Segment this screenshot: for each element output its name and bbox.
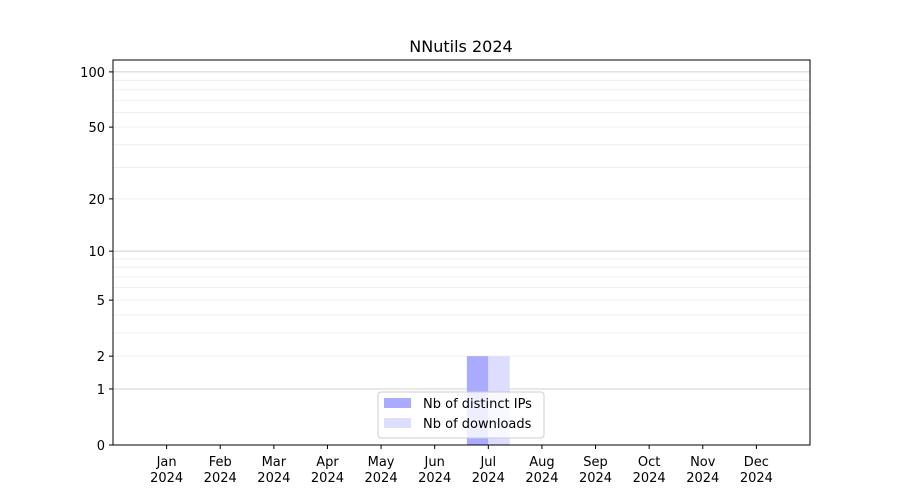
y-tick-label: 100 bbox=[80, 66, 105, 81]
y-tick-label: 20 bbox=[88, 193, 105, 208]
x-tick-label: Oct 2024 bbox=[633, 455, 666, 486]
y-tick-label: 2 bbox=[97, 350, 105, 365]
legend-box bbox=[377, 391, 545, 439]
x-tick-label: Feb 2024 bbox=[204, 455, 237, 486]
legend-swatch bbox=[384, 398, 411, 408]
x-tick-label: Sep 2024 bbox=[579, 455, 612, 486]
x-tick-label: Jun 2024 bbox=[418, 455, 451, 486]
y-tick-label: 0 bbox=[97, 439, 105, 454]
legend-swatch bbox=[384, 418, 411, 428]
x-tick-label: Aug 2024 bbox=[525, 455, 558, 486]
y-tick-label: 50 bbox=[88, 121, 105, 136]
x-tick-label: Mar 2024 bbox=[257, 455, 290, 486]
legend-label: Nb of distinct IPs bbox=[423, 397, 532, 412]
x-tick-label: Jan 2024 bbox=[150, 455, 183, 486]
chart-title: NNutils 2024 bbox=[409, 37, 512, 56]
x-tick-label: May 2024 bbox=[365, 455, 398, 486]
y-tick-label: 10 bbox=[88, 245, 105, 260]
legend-label: Nb of downloads bbox=[423, 417, 532, 432]
x-tick-label: Apr 2024 bbox=[311, 455, 344, 486]
x-tick-label: Dec 2024 bbox=[740, 455, 773, 486]
legend: Nb of distinct IPs Nb of downloads bbox=[377, 391, 545, 439]
y-tick-label: 1 bbox=[97, 383, 105, 398]
x-tick-label: Nov 2024 bbox=[686, 455, 719, 486]
x-tick-label: Jul 2024 bbox=[472, 455, 505, 486]
y-tick-label: 5 bbox=[97, 294, 105, 309]
axes-frame bbox=[112, 59, 811, 446]
